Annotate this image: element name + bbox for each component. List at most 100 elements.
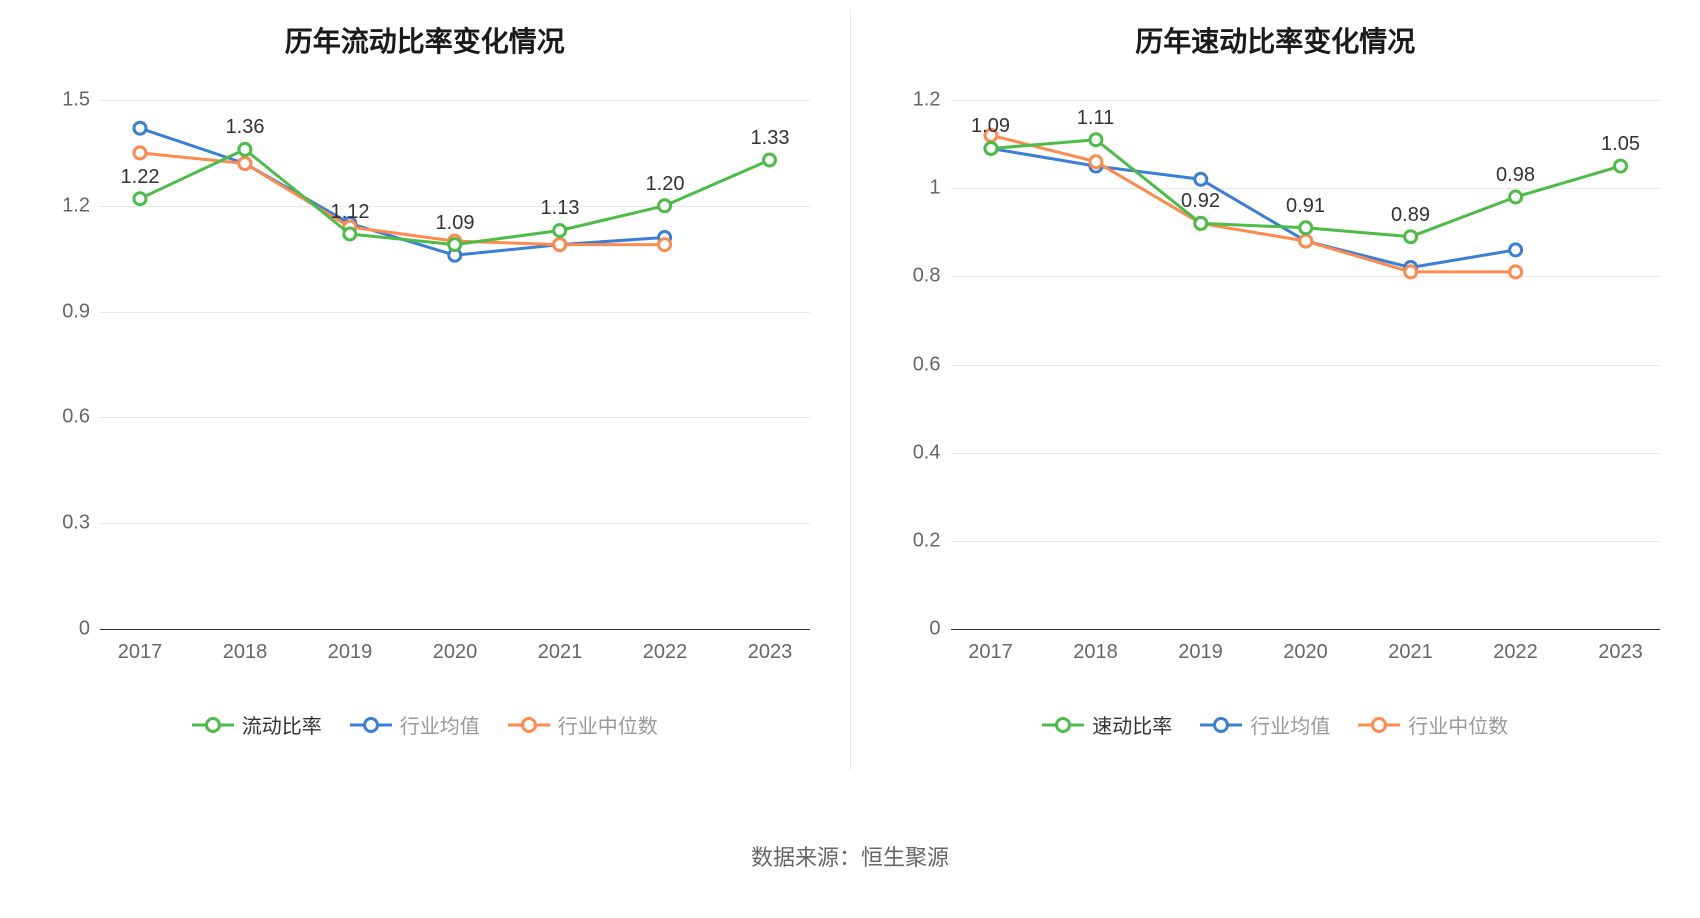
right-data-label: 1.09 <box>971 115 1010 138</box>
left-x-tick-label: 2019 <box>328 641 373 664</box>
legend-swatch-icon <box>1358 716 1400 734</box>
right-x-tick-label: 2018 <box>1073 641 1118 664</box>
left-series-marker <box>764 154 776 166</box>
right-y-tick-label: 0.8 <box>891 265 941 288</box>
left-x-tick-label: 2022 <box>643 641 688 664</box>
right-data-label: 0.98 <box>1496 164 1535 187</box>
left-series-marker <box>659 200 671 212</box>
left-x-tick-label: 2020 <box>433 641 478 664</box>
right-chart-title: 历年速动比率变化情况 <box>881 20 1671 60</box>
left-data-label: 1.12 <box>331 201 370 224</box>
left-legend-item[interactable]: 行业均值 <box>350 710 480 739</box>
left-chart-title: 历年流动比率变化情况 <box>30 20 820 60</box>
legend-swatch-icon <box>192 716 234 734</box>
right-panel: 历年速动比率变化情况 00.20.40.60.811.2201720182019… <box>851 0 1700 820</box>
left-series-marker <box>659 239 671 251</box>
right-y-tick-label: 1.2 <box>891 89 941 112</box>
left-series-marker <box>134 193 146 205</box>
right-y-tick-label: 1 <box>891 177 941 200</box>
left-series-line <box>140 153 665 245</box>
left-y-tick-label: 0.3 <box>40 512 90 535</box>
legend-swatch-icon <box>350 716 392 734</box>
right-legend: 速动比率 行业均值 行业中位数 <box>881 710 1671 739</box>
right-series-marker <box>1614 160 1626 172</box>
right-legend-item[interactable]: 速动比率 <box>1042 710 1172 739</box>
right-data-label: 0.91 <box>1286 195 1325 218</box>
left-data-label: 1.33 <box>751 127 790 150</box>
right-series-marker <box>1089 134 1101 146</box>
right-series-marker <box>1299 222 1311 234</box>
left-data-label: 1.22 <box>121 166 160 189</box>
right-x-tick-label: 2021 <box>1388 641 1433 664</box>
data-source-line: 数据来源：恒生聚源 <box>0 840 1700 872</box>
left-series-marker <box>449 239 461 251</box>
right-series-marker <box>1404 266 1416 278</box>
left-series-marker <box>134 147 146 159</box>
left-data-label: 1.13 <box>541 197 580 220</box>
left-series-line <box>140 128 665 255</box>
right-data-label: 0.92 <box>1181 190 1220 213</box>
left-legend-label: 行业均值 <box>400 710 480 739</box>
right-x-tick-label: 2022 <box>1493 641 1538 664</box>
left-legend-item[interactable]: 流动比率 <box>192 710 322 739</box>
right-series-marker <box>1509 244 1521 256</box>
right-y-tick-label: 0 <box>891 618 941 641</box>
right-legend-label: 行业均值 <box>1250 710 1330 739</box>
left-y-tick-label: 0.9 <box>40 300 90 323</box>
left-data-label: 1.36 <box>226 116 265 139</box>
left-series-marker <box>239 143 251 155</box>
right-data-label: 1.11 <box>1077 107 1114 130</box>
left-legend-item[interactable]: 行业中位数 <box>508 710 658 739</box>
left-legend: 流动比率 行业均值 行业中位数 <box>30 710 820 739</box>
legend-swatch-icon <box>508 716 550 734</box>
left-y-tick-label: 0.6 <box>40 406 90 429</box>
right-series-marker <box>1089 156 1101 168</box>
charts-container: 历年流动比率变化情况 00.30.60.91.21.52017201820192… <box>0 0 1700 820</box>
right-legend-label: 行业中位数 <box>1408 710 1508 739</box>
right-x-tick-label: 2017 <box>968 641 1013 664</box>
left-y-tick-label: 1.5 <box>40 89 90 112</box>
legend-swatch-icon <box>1042 716 1084 734</box>
right-series-marker <box>1194 173 1206 185</box>
right-data-label: 0.89 <box>1391 204 1430 227</box>
left-legend-label: 行业中位数 <box>558 710 658 739</box>
right-x-tick-label: 2019 <box>1178 641 1223 664</box>
left-x-tick-label: 2021 <box>538 641 583 664</box>
left-svg-layer <box>100 100 810 629</box>
right-legend-item[interactable]: 行业中位数 <box>1358 710 1508 739</box>
right-plot-area: 00.20.40.60.811.220172018201920202021202… <box>951 100 1661 630</box>
right-chart: 00.20.40.60.811.220172018201920202021202… <box>921 90 1661 660</box>
right-y-tick-label: 0.4 <box>891 441 941 464</box>
right-legend-item[interactable]: 行业均值 <box>1200 710 1330 739</box>
left-x-tick-label: 2017 <box>118 641 163 664</box>
left-data-label: 1.09 <box>436 212 475 235</box>
right-series-marker <box>1509 191 1521 203</box>
left-x-tick-label: 2023 <box>748 641 793 664</box>
right-series-marker <box>1509 266 1521 278</box>
right-series-marker <box>984 143 996 155</box>
left-series-marker <box>344 228 356 240</box>
left-series-marker <box>554 239 566 251</box>
right-y-tick-label: 0.2 <box>891 529 941 552</box>
left-series-marker <box>239 158 251 170</box>
legend-swatch-icon <box>1200 716 1242 734</box>
right-y-tick-label: 0.6 <box>891 353 941 376</box>
right-series-line <box>990 149 1515 268</box>
right-series-marker <box>1194 217 1206 229</box>
right-x-tick-label: 2020 <box>1283 641 1328 664</box>
left-series-marker <box>554 225 566 237</box>
right-series-marker <box>1404 231 1416 243</box>
left-x-tick-label: 2018 <box>223 641 268 664</box>
right-legend-label: 速动比率 <box>1092 710 1172 739</box>
right-x-tick-label: 2023 <box>1598 641 1643 664</box>
left-y-tick-label: 1.2 <box>40 194 90 217</box>
left-series-marker <box>134 122 146 134</box>
left-legend-label: 流动比率 <box>242 710 322 739</box>
left-plot-area: 00.30.60.91.21.5201720182019202020212022… <box>100 100 810 630</box>
right-svg-layer <box>951 100 1661 629</box>
right-data-label: 1.05 <box>1601 133 1640 156</box>
left-y-tick-label: 0 <box>40 618 90 641</box>
left-data-label: 1.20 <box>646 173 685 196</box>
right-series-line <box>990 135 1515 272</box>
right-series-marker <box>1299 235 1311 247</box>
